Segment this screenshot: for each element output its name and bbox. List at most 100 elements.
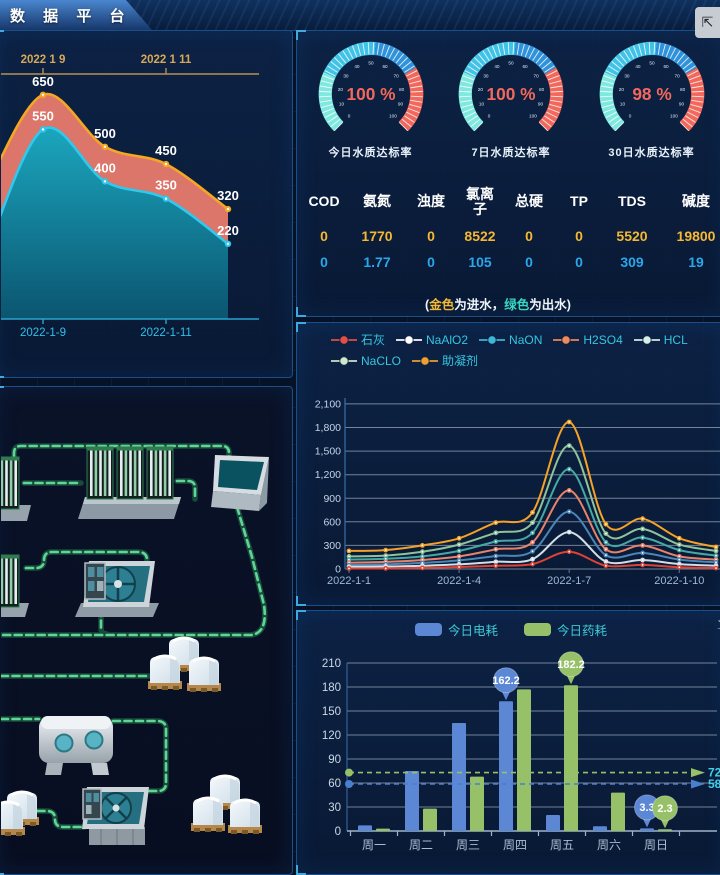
svg-text:0: 0 [347,114,350,119]
svg-text:2,100: 2,100 [315,398,341,410]
svg-text:50: 50 [368,61,374,66]
inflow-area-chart: 650 500 450 320 550 400 350 220 2022 1 9 2022 1 1… [1,54,259,339]
svg-text:900: 900 [323,493,341,505]
svg-text:10: 10 [619,101,625,106]
legend-item-NaCLO[interactable]: NaCLO [331,351,401,370]
table-cell: 0 [525,254,533,270]
gauge-dial: 0 10 20 30 40 50 60 70 80 90 100 98 % [599,41,704,132]
svg-text:100: 100 [389,114,397,119]
chemical-legend: 石灰 NaAlO2 NaON H2SO4 HCL NaCLO 助凝剂 [331,330,720,370]
svg-text:98 %: 98 % [632,84,671,104]
svg-text:1,500: 1,500 [315,446,341,458]
legend-label: NaAlO2 [426,332,469,347]
legend-marker-icon [396,334,423,345]
legend-item-助凝剂[interactable]: 助凝剂 [412,351,478,370]
chemical-bags-group-1 [146,636,223,694]
value-callout: 3.3 [634,794,660,828]
value-callout: 162.2 [492,667,520,701]
gauge-2: 0 10 20 30 40 50 60 70 80 90 100 98 % 30日水质达标率 [585,39,719,160]
table-header: 氨氮 [363,193,391,210]
table-cell: 309 [620,254,644,270]
page-title: 数 据 平 台 [10,7,132,25]
legend-marker-icon [479,334,506,345]
legend-item-今日电耗[interactable]: 今日电耗 [414,620,498,639]
svg-text:60: 60 [663,64,669,69]
svg-text:50: 50 [508,61,514,66]
legend-label: HCL [663,332,688,347]
pipes [1,443,268,830]
svg-text:40: 40 [635,64,641,69]
svg-text:80: 80 [539,87,545,92]
chemical-bags-group-3 [1,790,41,838]
svg-text:2022-1-9: 2022-1-9 [20,327,66,339]
gauge-label: 今日水质达标率 [328,147,413,159]
table-cell: 0 [320,228,328,244]
legend-item-石灰[interactable]: 石灰 [331,330,385,349]
legend-label: 今日药耗 [557,624,608,638]
svg-text:70: 70 [393,74,399,79]
expand-icon[interactable]: ⇲ [717,617,720,633]
table-cell: 0 [525,228,533,244]
table-cell: 1.77 [363,254,391,270]
svg-text:320: 320 [217,188,239,203]
table-header: 氯离子 [466,185,494,217]
legend-swatch-icon [524,623,551,636]
table-header: 浊度 [417,193,445,210]
storage-tank [39,716,113,775]
svg-text:70: 70 [533,74,539,79]
table-header: COD [308,193,340,210]
legend-item-HCL[interactable]: HCL [633,330,688,349]
app-title-banner: 数 据 平 台 [0,0,152,30]
svg-text:20: 20 [618,87,624,92]
facility-panel [0,386,293,875]
svg-text:周六: 周六 [597,838,621,852]
gauge-0: 0 10 20 30 40 50 60 70 80 90 100 100 % 今日水质达标率 [304,39,438,160]
svg-text:10: 10 [338,101,344,106]
svg-text:150: 150 [322,706,341,718]
consumption-bar-chart: 0 30 60 90 120 150 180 210 周一 周二 周三 周四 周五 周六 周日 72.9758… [322,651,720,852]
svg-text:1,800: 1,800 [315,422,341,434]
value-callout: 2.3 [652,795,678,829]
legend-item-今日药耗[interactable]: 今日药耗 [524,620,607,639]
legend-marker-icon [553,334,580,345]
svg-text:2022 1 11: 2022 1 11 [141,54,192,66]
table-cell: 0 [575,228,583,244]
svg-text:100 %: 100 % [487,84,536,104]
svg-text:2022 1 9: 2022 1 9 [21,54,66,66]
svg-text:90: 90 [678,101,684,106]
svg-text:40: 40 [494,64,500,69]
svg-text:2022-1-4: 2022-1-4 [437,575,481,587]
gauge-label: 7日水质达标率 [471,147,551,159]
note-part: 为进水， [454,298,505,312]
quality-table: COD 氨氮 浊度 氯离子 总硬 TP TDS 碱度 0 1770 0 8522 0 0 5520 19800… [299,181,720,275]
svg-text:2022-1-10: 2022-1-10 [654,575,704,587]
svg-text:20: 20 [337,87,343,92]
svg-text:10: 10 [479,101,485,106]
legend-item-NaON[interactable]: NaON [479,330,542,349]
svg-text:3.3: 3.3 [639,802,654,814]
gauge-dial: 0 10 20 30 40 50 60 70 80 90 100 100 % [458,41,564,132]
svg-text:周二: 周二 [409,838,433,852]
chemical-bags-group-2 [189,774,264,836]
table-cell: 0 [320,254,328,270]
legend-marker-icon [331,334,357,345]
table-cell: 0 [427,228,435,244]
legend-item-H2SO4[interactable]: H2SO4 [553,330,623,349]
table-cell: 5520 [616,228,648,244]
gauge-dial: 0 10 20 30 40 50 60 70 80 90 100 100 % [318,41,423,132]
legend-marker-icon [331,355,357,366]
svg-text:210: 210 [322,658,341,670]
svg-text:600: 600 [323,516,341,528]
legend-marker-icon [633,334,660,345]
svg-text:30: 30 [343,74,349,79]
legend-label: H2SO4 [583,332,623,347]
svg-text:100: 100 [529,114,537,119]
legend-marker-icon [412,355,439,366]
gauges-row: 0 10 20 30 40 50 60 70 80 90 100 100 % 今日水质达标率 0 10 20 3… [297,39,720,160]
svg-text:0: 0 [488,114,491,119]
collapse-arrow-icon[interactable]: ⇱ [695,7,720,38]
legend-item-NaAlO2[interactable]: NaAlO2 [396,330,468,349]
svg-text:0: 0 [628,114,631,119]
clarifier-unit-2 [82,787,149,845]
